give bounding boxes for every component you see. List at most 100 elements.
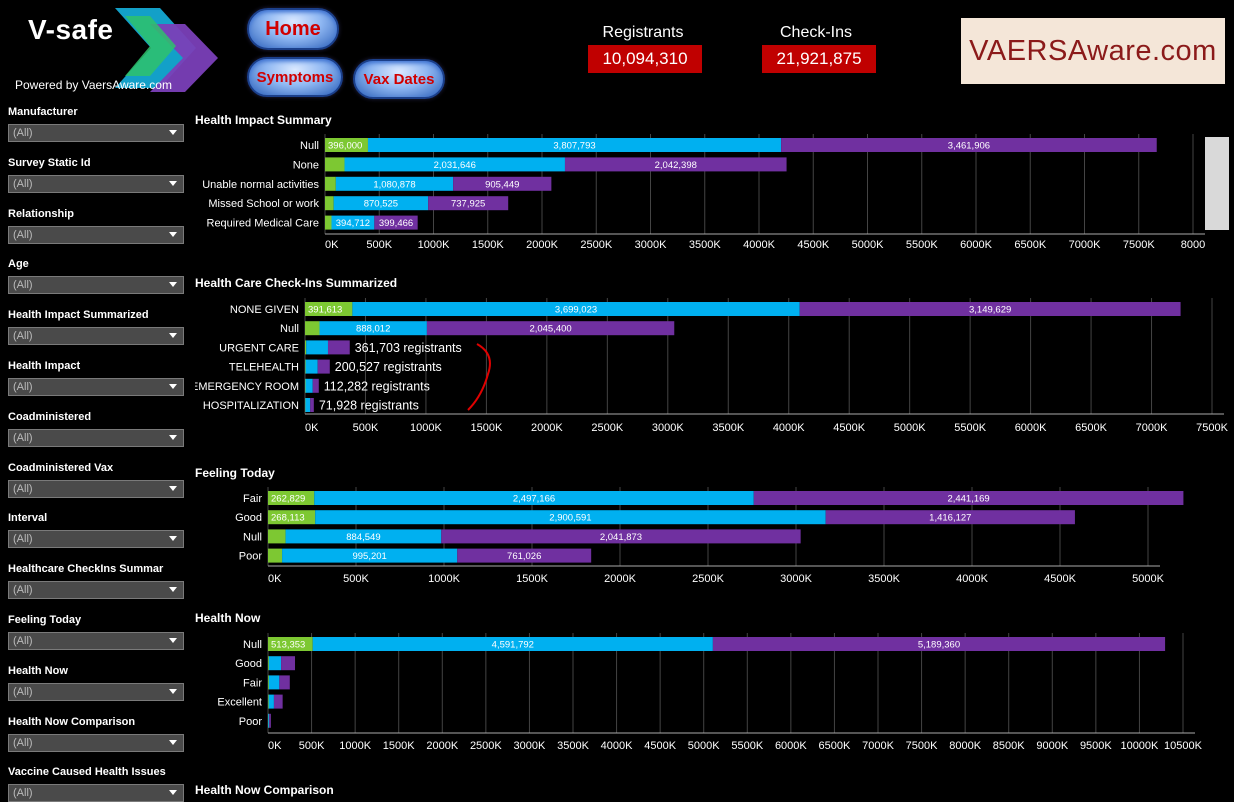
filter-dropdown[interactable]: (All) — [8, 124, 184, 142]
filter-label: Health Impact — [8, 360, 184, 374]
home-button[interactable]: Home — [247, 8, 339, 50]
chart-scrollbar[interactable] — [1205, 137, 1229, 230]
filter-health-now: Health Now(All) — [8, 665, 184, 701]
bar-data-label: 1,416,127 — [929, 513, 971, 524]
chevron-down-icon — [169, 638, 177, 643]
x-tick-label: 500K — [343, 573, 369, 585]
filter-dropdown[interactable]: (All) — [8, 327, 184, 345]
bar-segment[interactable] — [268, 675, 269, 689]
bar-segment[interactable] — [318, 360, 330, 374]
filter-dropdown[interactable]: (All) — [8, 480, 184, 498]
bar-segment[interactable] — [328, 340, 350, 354]
bar-data-label: 2,045,400 — [529, 324, 571, 335]
bar-segment[interactable] — [269, 656, 281, 670]
category-label: Null — [280, 323, 299, 335]
x-tick-label: 1500K — [472, 239, 504, 251]
bar-data-label: 1,080,878 — [373, 179, 415, 190]
x-tick-label: 3500K — [712, 422, 744, 434]
chevron-down-icon — [169, 587, 177, 592]
chevron-down-icon — [169, 333, 177, 338]
bar-data-label: 3,699,023 — [555, 305, 597, 316]
filter-dropdown[interactable]: (All) — [8, 530, 184, 548]
filter-dropdown[interactable]: (All) — [8, 632, 184, 650]
vax-dates-button[interactable]: Vax Dates — [353, 59, 445, 99]
x-tick-label: 2000K — [604, 573, 636, 585]
bar-segment[interactable] — [305, 360, 306, 374]
bar-data-label: 2,031,646 — [434, 160, 476, 171]
bar-segment[interactable] — [281, 656, 295, 670]
bar-segment[interactable] — [274, 695, 283, 709]
filter-label: Health Now Comparison — [8, 716, 184, 730]
x-tick-label: 3000K — [514, 740, 546, 752]
bar-segment[interactable] — [268, 695, 269, 709]
bar-segment[interactable] — [268, 549, 282, 563]
bar-data-label: 3,461,906 — [948, 141, 990, 152]
x-tick-label: 0K — [268, 740, 282, 752]
bar-segment[interactable] — [325, 216, 332, 230]
symptoms-button[interactable]: Symptoms — [247, 57, 343, 97]
bar-data-label: 4,591,792 — [492, 640, 534, 651]
filter-dropdown[interactable]: (All) — [8, 683, 184, 701]
filter-dropdown[interactable]: (All) — [8, 784, 184, 802]
chart-title-health-impact: Health Impact Summary — [195, 113, 332, 127]
checkins-value: 21,921,875 — [762, 45, 876, 73]
bar-segment[interactable] — [325, 196, 334, 210]
filter-label: Coadministered — [8, 411, 184, 425]
filter-health-impact: Health Impact (All) — [8, 360, 184, 396]
filter-label: Vaccine Caused Health Issues — [8, 766, 184, 780]
bar-segment[interactable] — [268, 656, 269, 670]
x-tick-label: 4000K — [601, 740, 633, 752]
bar-segment[interactable] — [310, 398, 314, 412]
x-tick-label: 10000K — [1120, 740, 1159, 752]
bar-segment[interactable] — [325, 157, 345, 171]
bar-segment[interactable] — [279, 675, 289, 689]
bar-segment[interactable] — [313, 379, 319, 393]
vaersaware-banner[interactable]: VAERSAware.com — [961, 18, 1225, 84]
filter-dropdown[interactable]: (All) — [8, 276, 184, 294]
category-label: Unable normal activities — [202, 179, 319, 191]
x-tick-label: 2000K — [531, 422, 563, 434]
bar-segment[interactable] — [305, 398, 310, 412]
bar-segment[interactable] — [268, 529, 286, 543]
filter-dropdown[interactable]: (All) — [8, 226, 184, 244]
x-tick-label: 2500K — [470, 740, 502, 752]
filter-dropdown[interactable]: (All) — [8, 378, 184, 396]
filter-label: Age — [8, 258, 184, 272]
x-tick-label: 1000K — [418, 239, 450, 251]
bar-data-label: 884,549 — [346, 532, 380, 543]
filter-dropdown[interactable]: (All) — [8, 734, 184, 752]
bar-segment[interactable] — [305, 321, 320, 335]
filter-value: (All) — [13, 533, 33, 545]
bar-segment[interactable] — [325, 177, 336, 191]
filter-manufacturer: Manufacturer(All) — [8, 106, 184, 142]
filter-dropdown[interactable]: (All) — [8, 581, 184, 599]
chevron-down-icon — [169, 282, 177, 287]
bar-segment[interactable] — [268, 714, 269, 728]
x-tick-label: 2000K — [526, 239, 558, 251]
bar-segment[interactable] — [306, 360, 318, 374]
x-tick-label: 1500K — [516, 573, 548, 585]
chart-title-health-now-comparison: Health Now Comparison — [195, 783, 334, 797]
bar-data-label: 2,041,873 — [600, 532, 642, 543]
checkins-label: Check-Ins — [756, 24, 876, 42]
bar-segment[interactable] — [305, 340, 306, 354]
bar-segment[interactable] — [305, 379, 312, 393]
filter-dropdown[interactable]: (All) — [8, 175, 184, 193]
bar-segment[interactable] — [306, 340, 328, 354]
filter-age: Age (All) — [8, 258, 184, 294]
bar-data-label: 513,353 — [271, 640, 305, 651]
x-tick-label: 3500K — [868, 573, 900, 585]
filter-value: (All) — [13, 178, 33, 190]
bar-segment[interactable] — [269, 714, 271, 728]
x-tick-label: 8000K — [949, 740, 981, 752]
bar-segment[interactable] — [269, 675, 279, 689]
filter-value: (All) — [13, 432, 33, 444]
x-tick-label: 8000 — [1181, 239, 1205, 251]
filter-dropdown[interactable]: (All) — [8, 429, 184, 447]
x-tick-label: 7000K — [1069, 239, 1101, 251]
x-tick-label: 5000K — [688, 740, 720, 752]
x-tick-label: 4500K — [833, 422, 865, 434]
filter-value: (All) — [13, 787, 33, 799]
bar-segment[interactable] — [269, 695, 274, 709]
